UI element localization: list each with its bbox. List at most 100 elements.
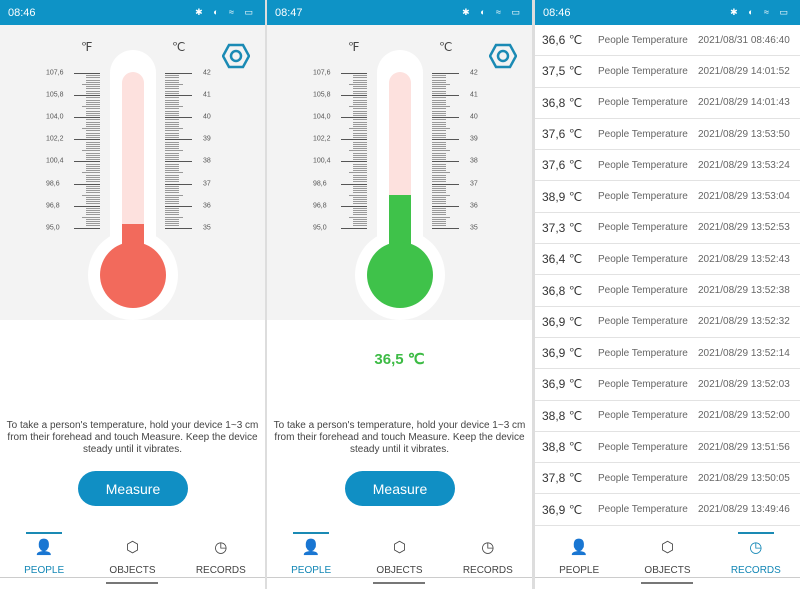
c-tick <box>432 223 446 225</box>
nav-records[interactable]: ◷ RECORDS <box>712 532 800 577</box>
record-row[interactable]: 37,3 ℃ People Temperature 2021/08/29 13:52… <box>535 213 800 245</box>
nav-label: OBJECTS <box>376 565 423 576</box>
c-tick <box>165 227 192 229</box>
measure-button[interactable]: Measure <box>78 471 188 506</box>
record-type: People Temperature <box>598 504 688 516</box>
c-tick <box>432 150 450 152</box>
record-row[interactable]: 38,8 ℃ People Temperature 2021/08/29 13:52… <box>535 401 800 432</box>
record-row[interactable]: 38,9 ℃ People Temperature 2021/08/29 13:53… <box>535 181 800 213</box>
record-row[interactable]: 36,4 ℃ People Temperature 2021/08/29 13:52… <box>535 244 800 276</box>
c-tick <box>432 225 446 227</box>
fahrenheit-label: 98,6 <box>313 180 327 187</box>
c-tick <box>432 97 446 99</box>
celsius-label: 39 <box>470 135 478 143</box>
record-row[interactable]: 36,9 ℃ People Temperature 2021/08/29 13:52… <box>535 307 800 338</box>
f-tick <box>86 192 100 194</box>
record-type: People Temperature <box>598 472 688 484</box>
f-tick <box>86 101 100 103</box>
record-date: 2021/08/29 13:50:05 <box>698 472 790 484</box>
f-tick <box>353 145 367 147</box>
c-tick <box>432 174 446 176</box>
c-tick <box>165 198 179 200</box>
nav-label: PEOPLE <box>291 565 332 576</box>
f-tick <box>353 170 367 172</box>
record-type: People Temperature <box>598 159 688 171</box>
fahrenheit-label: 95,0 <box>313 224 327 232</box>
status-bar: 08:46 ✱ ◐ ≈ ▭ <box>0 0 265 25</box>
c-tick <box>432 110 446 112</box>
c-tick <box>432 216 450 218</box>
record-temp: 36,8 ℃ <box>542 283 583 298</box>
record-type: People Temperature <box>598 441 688 453</box>
record-date: 2021/08/29 13:52:32 <box>698 316 790 328</box>
celsius-label: 40 <box>203 113 211 121</box>
nav-people[interactable]: 👤 PEOPLE <box>267 532 355 577</box>
settings-hex-icon[interactable] <box>222 42 250 70</box>
c-tick <box>165 223 179 225</box>
record-row[interactable]: 36,9 ℃ People Temperature 2021/08/29 13:52… <box>535 369 800 401</box>
nav-objects[interactable]: ⬡ OBJECTS <box>88 532 176 577</box>
record-temp: 36,9 ℃ <box>542 502 583 517</box>
home-indicator <box>106 582 158 584</box>
record-type: People Temperature <box>598 191 688 203</box>
celsius-label: 40 <box>470 113 478 121</box>
c-tick <box>432 165 446 167</box>
c-tick <box>432 130 446 132</box>
settings-hex-icon[interactable] <box>489 42 517 70</box>
nav-records[interactable]: ◷ RECORDS <box>444 532 532 577</box>
f-tick <box>74 95 100 97</box>
record-row[interactable]: 36,8 ℃ People Temperature 2021/08/29 14:01… <box>535 88 800 119</box>
record-row[interactable]: 36,9 ℃ People Temperature 2021/08/29 13:52… <box>535 338 800 370</box>
clock-icon: ◷ <box>749 539 763 556</box>
f-tick <box>349 84 367 86</box>
status-time: 08:46 <box>8 6 36 19</box>
celsius-label: 41 <box>203 91 211 99</box>
c-tick <box>432 201 446 203</box>
f-tick <box>86 141 100 143</box>
c-tick <box>165 187 179 189</box>
c-tick <box>165 170 179 172</box>
nav-objects[interactable]: ⬡ OBJECTS <box>355 532 443 577</box>
clock-icon: ◷ <box>214 539 228 556</box>
record-temp: 36,6 ℃ <box>542 33 583 48</box>
cube-icon: ⬡ <box>660 539 675 556</box>
f-tick <box>353 201 367 203</box>
nav-records[interactable]: ◷ RECORDS <box>177 532 265 577</box>
nav-people[interactable]: 👤 PEOPLE <box>535 532 623 577</box>
f-tick <box>353 148 367 150</box>
f-tick <box>353 112 367 114</box>
bottom-nav: 👤 PEOPLE ⬡ OBJECTS ◷ RECORDS <box>267 532 532 578</box>
record-row[interactable]: 38,8 ℃ People Temperature 2021/08/29 13:51… <box>535 432 800 464</box>
record-type: People Temperature <box>598 410 688 422</box>
record-row[interactable]: 37,8 ℃ People Temperature 2021/08/29 13:50… <box>535 463 800 495</box>
record-row[interactable]: 37,6 ℃ People Temperature 2021/08/29 13:53… <box>535 119 800 151</box>
record-row[interactable]: 36,8 ℃ People Temperature 2021/08/29 13:52… <box>535 275 800 307</box>
measure-button[interactable]: Measure <box>345 471 455 506</box>
record-row[interactable]: 37,6 ℃ People Temperature 2021/08/29 13:53… <box>535 150 800 182</box>
record-row[interactable]: 37,5 ℃ People Temperature 2021/08/29 14:01… <box>535 56 800 88</box>
c-tick <box>432 103 446 105</box>
f-tick <box>353 86 367 88</box>
c-tick <box>165 92 179 94</box>
record-row[interactable]: 36,6 ℃ People Temperature 2021/08/31 08:46… <box>535 25 800 57</box>
records-list[interactable]: 36,6 ℃ People Temperature 2021/08/31 08:46… <box>535 25 800 526</box>
c-tick <box>432 156 446 158</box>
f-tick <box>353 210 367 212</box>
f-tick <box>82 128 100 130</box>
f-tick <box>353 121 367 123</box>
f-tick <box>86 90 100 92</box>
f-tick <box>74 73 100 74</box>
c-tick <box>165 88 179 90</box>
c-tick <box>432 227 459 229</box>
c-tick <box>165 214 179 216</box>
c-tick <box>165 110 179 112</box>
c-tick <box>432 207 446 209</box>
record-row[interactable]: 36,9 ℃ People Temperature 2021/08/29 13:49… <box>535 494 800 526</box>
c-tick <box>165 150 183 152</box>
f-tick <box>86 137 100 139</box>
nav-objects[interactable]: ⬡ OBJECTS <box>623 532 711 577</box>
f-tick <box>353 207 367 209</box>
record-temp: 37,3 ℃ <box>542 220 583 235</box>
nav-people[interactable]: 👤 PEOPLE <box>0 532 88 577</box>
c-tick <box>432 187 446 189</box>
